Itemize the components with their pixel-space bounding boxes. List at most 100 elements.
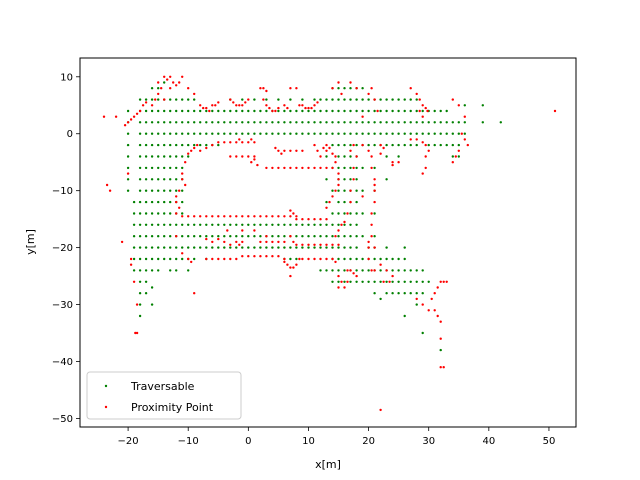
data-point — [337, 178, 340, 181]
data-point — [337, 121, 340, 124]
data-point — [361, 280, 364, 283]
data-point — [397, 155, 400, 158]
data-point — [436, 314, 439, 318]
data-point — [223, 257, 226, 261]
data-point — [229, 109, 232, 113]
data-point — [340, 280, 343, 283]
data-point — [223, 246, 226, 249]
data-point — [337, 243, 340, 246]
data-point — [331, 243, 334, 246]
data-point — [367, 257, 370, 261]
data-point — [247, 255, 250, 258]
data-point — [349, 98, 352, 101]
data-point — [265, 121, 268, 124]
data-point — [376, 109, 379, 113]
data-point — [265, 132, 268, 135]
data-point — [457, 143, 460, 147]
data-point — [391, 143, 394, 147]
data-point — [241, 246, 244, 249]
legend-label-proximity-point: Proximity Point — [131, 401, 214, 414]
data-point — [259, 215, 262, 218]
data-point — [421, 115, 424, 118]
data-point — [295, 257, 298, 261]
data-point — [319, 132, 322, 135]
data-point — [259, 87, 262, 90]
data-point — [175, 269, 178, 272]
data-point — [379, 257, 382, 261]
data-point — [361, 87, 364, 90]
data-point — [379, 143, 382, 147]
data-point — [150, 143, 154, 147]
data-point — [157, 189, 160, 192]
plot-background — [80, 58, 576, 427]
data-point — [379, 152, 382, 155]
data-point — [343, 212, 346, 215]
data-point — [295, 121, 298, 124]
data-point — [144, 246, 148, 249]
data-point — [199, 223, 202, 226]
data-point — [135, 331, 139, 335]
data-point — [247, 215, 250, 218]
data-point — [355, 178, 358, 181]
data-point — [445, 109, 448, 113]
data-point — [385, 280, 388, 283]
data-point — [150, 87, 154, 90]
data-point — [241, 109, 244, 113]
data-point — [265, 255, 268, 258]
data-point — [193, 92, 196, 96]
data-point — [160, 87, 163, 90]
data-point — [235, 235, 238, 238]
data-point — [334, 161, 337, 164]
data-point — [355, 235, 358, 238]
data-point — [391, 161, 394, 164]
data-point — [319, 218, 322, 221]
data-point — [193, 257, 196, 261]
data-point — [169, 132, 172, 135]
data-point — [355, 98, 358, 101]
data-point — [289, 235, 292, 238]
data-point — [409, 143, 412, 147]
data-point — [307, 223, 310, 226]
data-point — [388, 280, 391, 283]
data-point — [325, 235, 328, 238]
data-point — [138, 109, 142, 113]
data-point — [187, 143, 190, 147]
data-point — [138, 292, 142, 295]
data-point — [175, 143, 178, 147]
data-point — [132, 223, 136, 226]
data-point — [319, 155, 322, 158]
data-point — [337, 98, 340, 101]
data-point — [169, 143, 172, 147]
data-point — [352, 178, 355, 181]
data-point — [175, 109, 178, 113]
data-point — [289, 109, 292, 113]
data-point — [138, 143, 142, 147]
y-tick-label: 0 — [67, 129, 73, 140]
data-point — [373, 257, 376, 261]
data-point — [349, 280, 352, 283]
data-point — [157, 92, 160, 96]
x-axis: −20 −10 0 10 20 30 40 50 — [118, 427, 555, 447]
data-point — [307, 166, 310, 170]
data-point — [403, 257, 406, 261]
data-point — [277, 255, 280, 258]
data-point — [259, 223, 262, 226]
data-point — [229, 246, 232, 249]
data-point — [385, 178, 388, 181]
data-point — [373, 121, 376, 124]
data-point — [262, 98, 265, 101]
data-point — [361, 143, 364, 147]
data-point — [349, 269, 352, 272]
data-point — [301, 257, 304, 261]
data-point — [175, 84, 178, 87]
data-point — [181, 178, 184, 181]
data-point — [343, 257, 346, 261]
data-point — [331, 87, 334, 90]
data-point — [169, 189, 172, 192]
data-point — [250, 161, 253, 164]
data-point — [319, 166, 322, 170]
data-point — [193, 109, 196, 113]
data-point — [481, 104, 484, 107]
data-point — [367, 121, 370, 124]
data-point — [553, 109, 557, 113]
